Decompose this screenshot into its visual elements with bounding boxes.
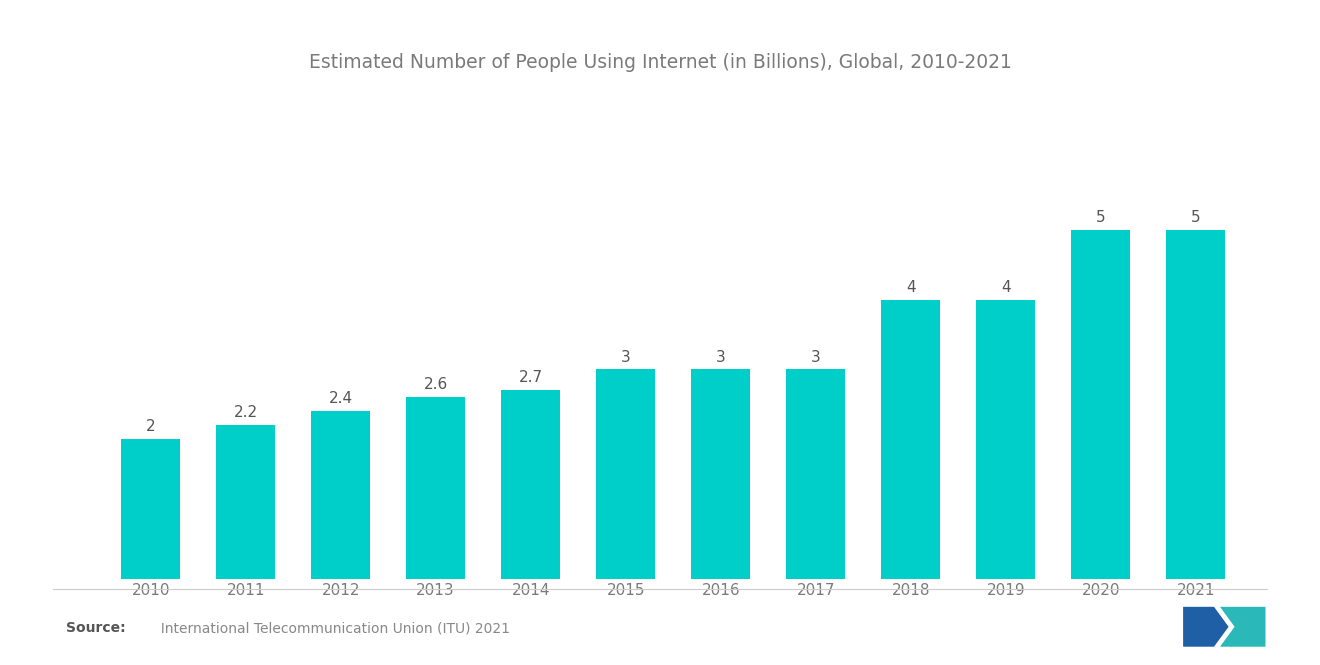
Bar	[787, 369, 845, 579]
Text: 2.4: 2.4	[329, 391, 352, 406]
Polygon shape	[1220, 606, 1266, 646]
Bar	[692, 369, 750, 579]
Bar	[597, 369, 655, 579]
Bar	[216, 425, 275, 579]
Bar	[407, 397, 465, 579]
Text: 2: 2	[145, 419, 156, 434]
Text: 2.2: 2.2	[234, 405, 257, 420]
Bar	[977, 300, 1035, 579]
Text: 5: 5	[1096, 210, 1106, 225]
Bar	[1167, 230, 1225, 579]
Text: 2.6: 2.6	[424, 378, 447, 392]
Polygon shape	[1183, 606, 1229, 646]
Bar	[312, 411, 370, 579]
Text: 4: 4	[906, 280, 916, 295]
Text: 3: 3	[620, 350, 631, 364]
Text: 3: 3	[715, 350, 726, 364]
Text: International Telecommunication Union (ITU) 2021: International Telecommunication Union (I…	[152, 621, 510, 636]
Text: 4: 4	[1001, 280, 1011, 295]
Text: 3: 3	[810, 350, 821, 364]
Bar	[1072, 230, 1130, 579]
Bar	[121, 439, 180, 579]
Bar	[882, 300, 940, 579]
Text: 5: 5	[1191, 210, 1201, 225]
Text: 2.7: 2.7	[519, 370, 543, 386]
Text: Source:: Source:	[66, 621, 125, 636]
Bar	[502, 390, 560, 579]
Text: Estimated Number of People Using Internet (in Billions), Global, 2010-2021: Estimated Number of People Using Interne…	[309, 53, 1011, 72]
